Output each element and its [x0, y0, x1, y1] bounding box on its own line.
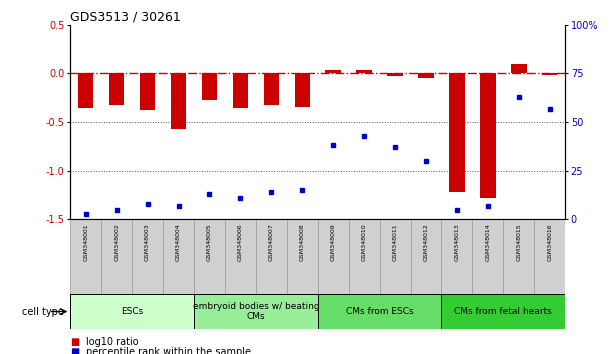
Text: GSM348008: GSM348008	[300, 223, 305, 261]
FancyBboxPatch shape	[225, 219, 256, 294]
Bar	[295, 73, 310, 107]
Bar	[109, 73, 125, 105]
Text: GSM348002: GSM348002	[114, 223, 119, 261]
FancyBboxPatch shape	[70, 294, 194, 329]
Text: GSM348004: GSM348004	[176, 223, 181, 261]
Text: GSM348015: GSM348015	[516, 223, 521, 261]
Bar	[419, 73, 434, 78]
Text: embryoid bodies w/ beating
CMs: embryoid bodies w/ beating CMs	[192, 302, 319, 321]
Text: GSM348012: GSM348012	[423, 223, 428, 261]
FancyBboxPatch shape	[318, 219, 349, 294]
FancyBboxPatch shape	[256, 219, 287, 294]
Text: GSM348003: GSM348003	[145, 223, 150, 261]
Text: GSM348016: GSM348016	[547, 223, 552, 261]
Bar	[542, 73, 557, 75]
Text: ■: ■	[70, 337, 79, 347]
Bar	[387, 73, 403, 76]
Text: GSM348010: GSM348010	[362, 223, 367, 261]
FancyBboxPatch shape	[132, 219, 163, 294]
Bar	[511, 64, 527, 73]
Text: GSM348014: GSM348014	[485, 223, 491, 261]
FancyBboxPatch shape	[411, 219, 442, 294]
Text: CMs from fetal hearts: CMs from fetal hearts	[455, 307, 552, 316]
FancyBboxPatch shape	[318, 294, 442, 329]
Bar	[233, 73, 248, 108]
Text: GSM348005: GSM348005	[207, 223, 212, 261]
FancyBboxPatch shape	[442, 294, 565, 329]
Bar	[202, 73, 217, 100]
Bar	[263, 73, 279, 105]
Bar	[171, 73, 186, 129]
FancyBboxPatch shape	[472, 219, 503, 294]
Text: ESCs: ESCs	[121, 307, 143, 316]
Text: GSM348009: GSM348009	[331, 223, 335, 261]
FancyBboxPatch shape	[194, 294, 318, 329]
Bar	[356, 69, 372, 73]
FancyBboxPatch shape	[70, 219, 101, 294]
Text: percentile rank within the sample: percentile rank within the sample	[86, 347, 251, 354]
Bar	[140, 73, 155, 110]
Text: log10 ratio: log10 ratio	[86, 337, 138, 347]
FancyBboxPatch shape	[163, 219, 194, 294]
Text: GSM348007: GSM348007	[269, 223, 274, 261]
Bar	[326, 69, 341, 73]
Text: GSM348011: GSM348011	[392, 223, 398, 261]
Text: GSM348001: GSM348001	[83, 223, 88, 261]
Text: GDS3513 / 30261: GDS3513 / 30261	[70, 11, 181, 24]
FancyBboxPatch shape	[101, 219, 132, 294]
Bar	[449, 73, 464, 192]
Text: ■: ■	[70, 347, 79, 354]
Text: GSM348013: GSM348013	[455, 223, 459, 261]
Bar	[78, 73, 93, 108]
FancyBboxPatch shape	[534, 219, 565, 294]
FancyBboxPatch shape	[442, 219, 472, 294]
FancyBboxPatch shape	[194, 219, 225, 294]
FancyBboxPatch shape	[349, 219, 379, 294]
FancyBboxPatch shape	[287, 219, 318, 294]
Text: cell type: cell type	[22, 307, 64, 316]
FancyBboxPatch shape	[379, 219, 411, 294]
FancyBboxPatch shape	[503, 219, 534, 294]
Bar	[480, 73, 496, 198]
Text: GSM348006: GSM348006	[238, 223, 243, 261]
Text: CMs from ESCs: CMs from ESCs	[346, 307, 414, 316]
